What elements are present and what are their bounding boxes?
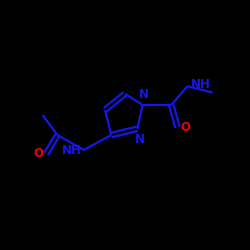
Text: N: N — [139, 88, 149, 101]
Text: NH: NH — [62, 144, 82, 156]
Text: N: N — [134, 133, 144, 146]
Text: NH: NH — [190, 78, 210, 92]
Text: O: O — [180, 121, 190, 134]
Text: O: O — [33, 147, 43, 160]
